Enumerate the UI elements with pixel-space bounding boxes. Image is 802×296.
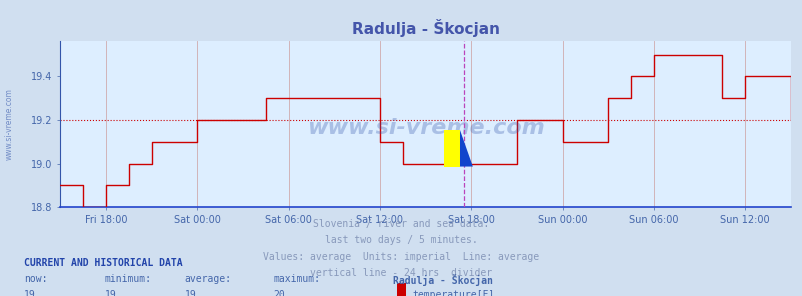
Text: now:: now: [24,274,47,284]
Polygon shape [460,130,472,167]
Title: Radulja - Škocjan: Radulja - Škocjan [351,20,499,38]
Text: temperature[F]: temperature[F] [412,290,494,296]
Text: www.si-vreme.com: www.si-vreme.com [5,89,14,160]
Text: CURRENT AND HISTORICAL DATA: CURRENT AND HISTORICAL DATA [24,258,183,268]
Text: 20: 20 [273,290,285,296]
Text: 19: 19 [104,290,116,296]
Polygon shape [444,130,460,167]
Text: Values: average  Units: imperial  Line: average: Values: average Units: imperial Line: av… [263,252,539,262]
Text: last two days / 5 minutes.: last two days / 5 minutes. [325,235,477,245]
Text: maximum:: maximum: [273,274,320,284]
Text: www.si-vreme.com: www.si-vreme.com [306,118,544,138]
Text: vertical line - 24 hrs  divider: vertical line - 24 hrs divider [310,268,492,278]
Text: 19: 19 [24,290,36,296]
Text: Slovenia / river and sea data.: Slovenia / river and sea data. [313,219,489,229]
Text: minimum:: minimum: [104,274,152,284]
Text: Radulja - Škocjan: Radulja - Škocjan [393,274,492,286]
Text: 19: 19 [184,290,196,296]
Text: average:: average: [184,274,232,284]
